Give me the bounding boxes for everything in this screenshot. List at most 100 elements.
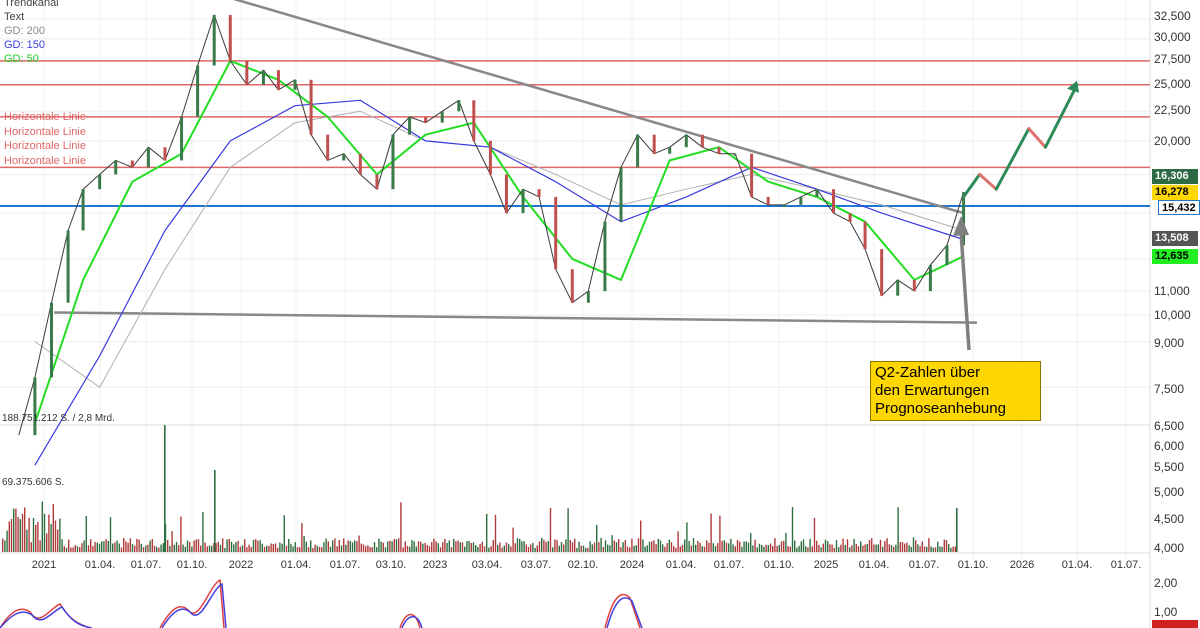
volume-bar (301, 523, 303, 552)
volume-bar (8, 521, 10, 552)
volume-bar (387, 541, 389, 552)
volume-bar (926, 546, 928, 552)
volume-bar (382, 542, 384, 552)
volume-bar (752, 545, 754, 552)
volume-bar (138, 539, 140, 552)
volume-bar (28, 517, 30, 552)
volume-bar (261, 543, 263, 552)
volume-bar (41, 501, 43, 552)
volume-bar (873, 544, 875, 552)
volume-bar (934, 547, 937, 552)
volume-bar (809, 538, 811, 552)
hl-label: Horizontale Linie (4, 125, 86, 138)
volume-bar (214, 470, 216, 552)
volume-bar (560, 541, 563, 552)
volume-bar (567, 508, 569, 552)
volume-bar (523, 541, 525, 552)
volume-bar (862, 545, 864, 552)
volume-bar (943, 539, 945, 552)
volume-bar (534, 547, 536, 552)
oscillator-red (0, 578, 641, 628)
price-tag-last: 16,306 (1152, 169, 1198, 184)
volume-bar (767, 545, 769, 552)
volume-bar (763, 546, 765, 552)
price-line (18, 14, 966, 436)
candle (652, 134, 656, 154)
volume-bar (107, 540, 109, 552)
candle (945, 245, 949, 266)
volume-bar (904, 543, 906, 552)
volume-bar (378, 538, 380, 552)
volume-bar (743, 541, 745, 552)
volume-bar (717, 543, 719, 552)
volume-bar (508, 544, 510, 552)
candle (408, 116, 412, 135)
volume-bar (516, 538, 519, 552)
volume-bar (136, 538, 138, 552)
volume-bar (688, 540, 690, 552)
volume-bar (615, 542, 618, 552)
volume-bar (930, 546, 932, 552)
candle (586, 291, 590, 303)
volume-bar (827, 541, 829, 552)
volume-bar (472, 542, 475, 552)
volume-bar (90, 539, 92, 552)
y-tick-label: 5,500 (1154, 460, 1184, 474)
x-tick-label: 01.04. (859, 559, 890, 571)
volume-bar (345, 544, 347, 552)
volume-bar (833, 547, 835, 552)
y-tick-label: 5,000 (1154, 485, 1184, 499)
volume-bar (593, 542, 596, 552)
volume-bar (76, 546, 79, 552)
volume-bar (556, 540, 558, 552)
volume-bar (479, 543, 481, 552)
volume-bar (794, 540, 796, 552)
y-tick-label: 4,500 (1154, 512, 1184, 526)
volume-bar (125, 541, 127, 552)
volume-bar (569, 539, 571, 552)
volume-bar (901, 542, 904, 552)
annotation-arrow (953, 216, 971, 351)
volume-bar (772, 546, 774, 552)
volume-bar (96, 542, 98, 552)
candle (424, 116, 428, 123)
volume-bar (329, 546, 332, 552)
volume-bar (670, 542, 673, 552)
candle (245, 60, 249, 85)
volume-bar (780, 541, 783, 552)
candle (831, 189, 835, 214)
hl-label: Horizontale Linie (4, 111, 86, 123)
volume-bar (787, 546, 789, 552)
chart-legend: Trendkanal Text GD: 200 GD: 150 GD: 50 (4, 0, 59, 66)
volume-bar (860, 541, 862, 552)
volume-bar (114, 542, 116, 552)
oscillator-blue (0, 582, 643, 628)
volume-bar (886, 538, 888, 552)
y-tick-label: 30,000 (1154, 30, 1191, 44)
volume-bar (646, 545, 648, 552)
volume-bar (884, 540, 886, 552)
volume-bar (580, 545, 582, 552)
volume-bar (769, 543, 772, 552)
volume-bar (648, 541, 651, 552)
legend-gd200: GD: 200 (4, 25, 45, 37)
forecast-segment (1027, 127, 1047, 149)
volume-bar (673, 546, 675, 552)
volume-bars (2, 425, 958, 552)
volume-bar (189, 541, 191, 552)
x-tick-label: 01.10. (177, 559, 208, 571)
volume-bar (200, 545, 202, 552)
volume-bar (602, 546, 604, 552)
volume-bar (217, 541, 219, 552)
volume-bar (921, 541, 923, 552)
hl-label: Horizontale Linie (4, 154, 86, 167)
volume-bar (840, 544, 842, 552)
volume-bar (789, 546, 791, 552)
y-tick-label: 11,000 (1154, 284, 1190, 298)
candle (717, 147, 721, 154)
volume-bar (791, 506, 794, 552)
volume-bar (631, 538, 633, 552)
volume-bar (699, 542, 701, 552)
volume-bar (525, 544, 527, 552)
volume-bar (893, 546, 895, 552)
